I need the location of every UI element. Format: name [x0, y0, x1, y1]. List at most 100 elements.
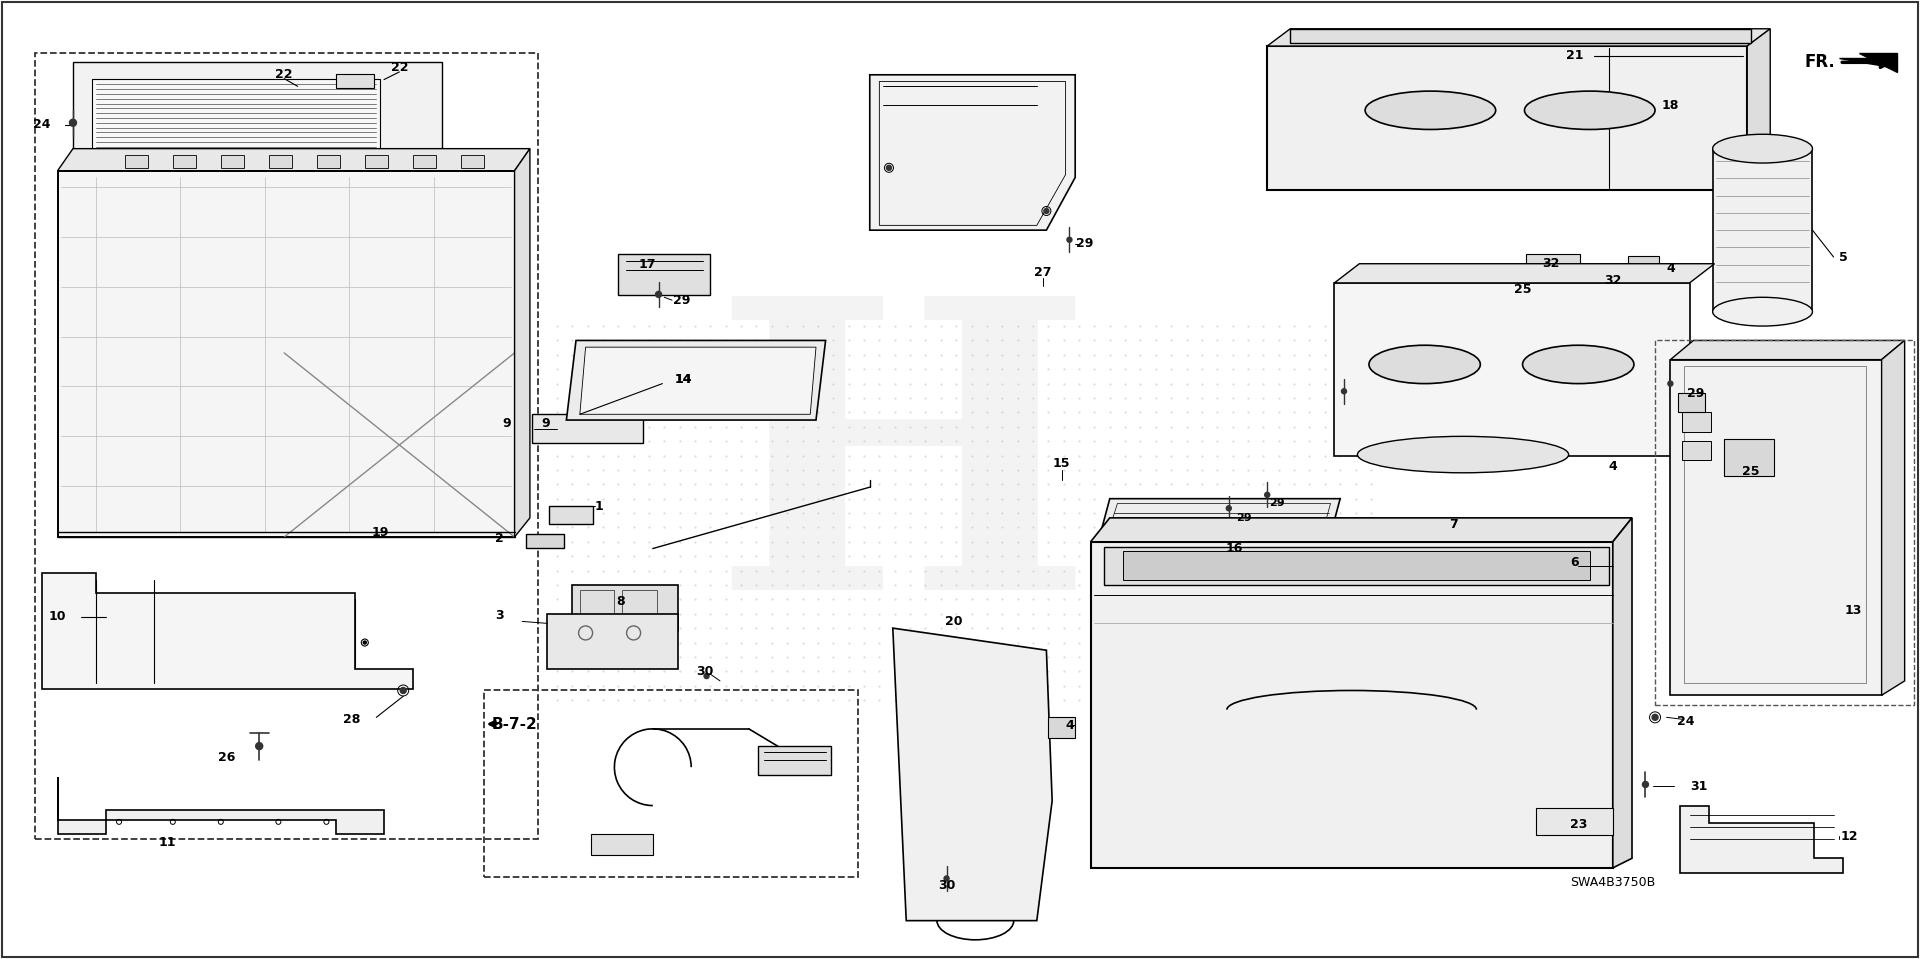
Circle shape: [945, 876, 948, 881]
Polygon shape: [42, 573, 413, 689]
Text: FR.: FR.: [1805, 54, 1836, 71]
Polygon shape: [893, 628, 1052, 921]
Text: 9: 9: [503, 417, 511, 431]
Text: 11: 11: [157, 835, 177, 849]
Bar: [1526, 254, 1580, 275]
Text: 22: 22: [275, 68, 294, 82]
Text: 29: 29: [1269, 498, 1284, 507]
Circle shape: [1068, 237, 1071, 243]
Polygon shape: [870, 75, 1075, 230]
Text: 4: 4: [1667, 262, 1674, 275]
Bar: [547, 614, 678, 669]
Circle shape: [705, 673, 708, 679]
Text: 14: 14: [674, 373, 693, 386]
Polygon shape: [580, 347, 816, 414]
Bar: [580, 590, 614, 626]
Polygon shape: [461, 155, 484, 168]
Bar: [1536, 808, 1613, 835]
Bar: [1684, 366, 1866, 683]
Text: 14: 14: [674, 373, 693, 386]
Text: 12: 12: [1839, 830, 1859, 843]
Polygon shape: [1747, 29, 1770, 190]
Circle shape: [255, 742, 263, 750]
Polygon shape: [1334, 264, 1715, 283]
Text: 22: 22: [390, 60, 409, 74]
Text: 20: 20: [945, 615, 964, 628]
Polygon shape: [1104, 547, 1609, 585]
Text: 18: 18: [1661, 99, 1680, 112]
Bar: [1682, 412, 1711, 432]
Polygon shape: [58, 777, 384, 834]
Text: 17: 17: [637, 258, 657, 271]
Bar: [1517, 278, 1559, 302]
Bar: [526, 534, 564, 548]
Text: 24: 24: [33, 118, 52, 131]
Text: 21: 21: [1565, 49, 1584, 62]
Circle shape: [1265, 492, 1269, 498]
Polygon shape: [413, 155, 436, 168]
Bar: [618, 254, 710, 295]
Text: 7: 7: [1450, 518, 1457, 531]
Ellipse shape: [1357, 436, 1569, 473]
Text: SWA4B3750B: SWA4B3750B: [1571, 876, 1655, 889]
Ellipse shape: [1713, 297, 1812, 326]
Polygon shape: [1882, 340, 1905, 695]
Circle shape: [363, 641, 367, 644]
Polygon shape: [92, 79, 380, 161]
Bar: [1048, 717, 1075, 738]
Polygon shape: [1094, 499, 1340, 556]
Circle shape: [1651, 714, 1659, 720]
Text: B-7-2: B-7-2: [492, 716, 538, 732]
Circle shape: [69, 119, 77, 127]
Polygon shape: [336, 74, 374, 88]
Circle shape: [1642, 782, 1649, 787]
Polygon shape: [173, 155, 196, 168]
Circle shape: [655, 292, 662, 297]
Bar: [35, 53, 538, 839]
Polygon shape: [1670, 340, 1905, 360]
Polygon shape: [1267, 29, 1770, 46]
Text: 2: 2: [495, 532, 503, 546]
Text: 3: 3: [495, 609, 503, 622]
Polygon shape: [566, 340, 826, 420]
Text: 27: 27: [1033, 266, 1052, 279]
Bar: [1290, 29, 1751, 43]
Bar: [1678, 393, 1705, 412]
Text: 26: 26: [217, 751, 236, 764]
Bar: [532, 414, 643, 443]
Text: 4: 4: [1609, 459, 1617, 473]
Bar: [1584, 269, 1626, 286]
Text: 9: 9: [541, 417, 549, 431]
Polygon shape: [58, 171, 515, 537]
Circle shape: [1342, 388, 1346, 394]
Text: 32: 32: [1542, 257, 1561, 270]
Polygon shape: [365, 155, 388, 168]
Polygon shape: [1613, 518, 1632, 868]
Bar: [1682, 441, 1711, 460]
Text: 29: 29: [672, 293, 691, 307]
Bar: [1628, 256, 1659, 280]
Text: 8: 8: [616, 595, 624, 608]
Text: 5: 5: [1839, 250, 1847, 264]
Text: 30: 30: [937, 878, 956, 892]
Circle shape: [1227, 505, 1231, 511]
Text: 19: 19: [371, 526, 390, 539]
Polygon shape: [1839, 58, 1891, 67]
Bar: [758, 746, 831, 775]
Bar: [1724, 439, 1774, 476]
Text: 13: 13: [1843, 604, 1862, 618]
Polygon shape: [1670, 360, 1882, 695]
Text: 15: 15: [1052, 456, 1071, 470]
Text: 24: 24: [1676, 714, 1695, 728]
Circle shape: [399, 688, 407, 693]
Ellipse shape: [1524, 91, 1655, 129]
Text: H: H: [712, 285, 1092, 674]
Polygon shape: [515, 149, 530, 537]
Polygon shape: [269, 155, 292, 168]
Text: 25: 25: [1741, 465, 1761, 479]
Polygon shape: [1267, 46, 1747, 190]
Polygon shape: [58, 149, 530, 171]
Ellipse shape: [1713, 134, 1812, 163]
Text: 10: 10: [48, 610, 67, 623]
Polygon shape: [1713, 149, 1812, 312]
